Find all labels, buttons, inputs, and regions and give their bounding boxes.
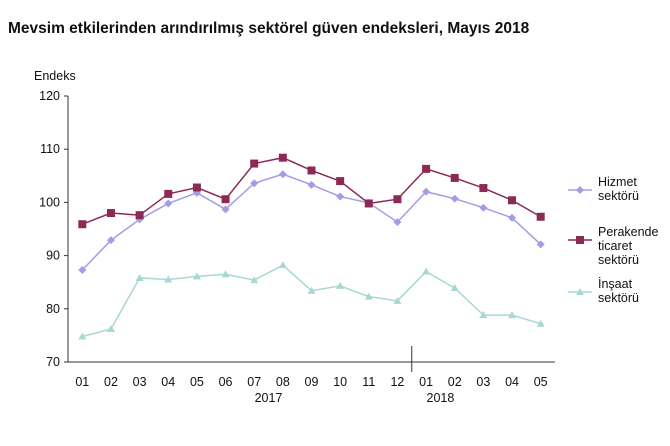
- x-tick-label: 03: [133, 375, 147, 389]
- data-point: [164, 189, 173, 198]
- data-point: [135, 273, 144, 281]
- x-tick-label: 01: [75, 375, 89, 389]
- data-point: [508, 311, 517, 319]
- legend-label: sektörü: [598, 253, 639, 267]
- data-point: [364, 292, 373, 300]
- data-point: [336, 281, 345, 289]
- data-point: [393, 218, 402, 227]
- legend-label: İnşaat: [598, 277, 633, 291]
- x-tick-label: 05: [190, 375, 204, 389]
- data-point: [135, 211, 144, 220]
- legend-marker: [576, 288, 584, 295]
- data-point: [479, 311, 488, 319]
- data-point: [278, 153, 287, 162]
- data-point: [364, 199, 373, 208]
- x-tick-label: 10: [333, 375, 347, 389]
- data-point: [307, 166, 316, 175]
- data-point: [192, 272, 201, 280]
- y-tick-label: 100: [39, 195, 60, 209]
- y-tick-label: 70: [46, 355, 60, 369]
- legend-label: Perakende: [598, 225, 659, 239]
- data-point: [450, 194, 459, 203]
- data-point: [221, 270, 230, 278]
- data-point: [479, 184, 488, 193]
- x-tick-label: 09: [305, 375, 319, 389]
- legend-label: ticaret: [598, 239, 633, 253]
- data-point: [422, 164, 431, 173]
- legend-marker: [576, 236, 584, 244]
- data-point: [78, 332, 87, 340]
- data-point: [536, 212, 545, 221]
- data-point: [422, 187, 431, 196]
- data-point: [221, 205, 230, 214]
- y-tick-label: 110: [40, 142, 60, 156]
- x-tick-label: 07: [247, 375, 261, 389]
- legend-label: sektörü: [598, 189, 639, 203]
- data-point: [164, 275, 173, 283]
- data-point: [422, 267, 431, 275]
- data-point: [250, 159, 259, 168]
- y-tick-label: 120: [39, 89, 60, 103]
- x-tick-label: 08: [276, 375, 290, 389]
- data-point: [508, 213, 517, 222]
- data-point: [106, 209, 115, 218]
- data-point: [250, 276, 259, 284]
- data-point: [450, 284, 459, 292]
- data-point: [336, 177, 345, 186]
- year-label: 2017: [255, 391, 283, 405]
- y-axis-label: Endeks: [34, 69, 76, 83]
- data-point: [78, 265, 87, 274]
- data-point: [508, 196, 517, 205]
- chart-title: Mevsim etkilerinden arındırılmış sektöre…: [8, 20, 530, 37]
- data-point: [450, 173, 459, 182]
- legend-marker: [576, 186, 584, 194]
- year-label: 2018: [427, 391, 455, 405]
- x-tick-label: 02: [104, 375, 118, 389]
- x-tick-label: 05: [534, 375, 548, 389]
- data-point: [393, 195, 402, 204]
- x-tick-label: 12: [390, 375, 404, 389]
- data-point: [278, 261, 287, 269]
- data-point: [78, 220, 87, 229]
- x-tick-label: 11: [362, 375, 375, 389]
- data-point: [278, 170, 287, 179]
- data-point: [250, 179, 259, 188]
- x-tick-label: 03: [476, 375, 490, 389]
- y-tick-label: 80: [46, 302, 60, 316]
- data-point: [106, 325, 115, 333]
- data-point: [393, 296, 402, 304]
- data-point: [106, 236, 115, 245]
- data-point: [192, 183, 201, 192]
- x-tick-label: 02: [448, 375, 462, 389]
- data-point: [536, 319, 545, 327]
- data-point: [536, 240, 545, 249]
- y-tick-label: 90: [46, 249, 60, 263]
- legend-label: sektörü: [598, 291, 639, 305]
- data-point: [221, 195, 230, 204]
- x-tick-label: 06: [219, 375, 233, 389]
- data-point: [336, 192, 345, 201]
- x-tick-label: 04: [505, 375, 519, 389]
- x-tick-label: 01: [419, 375, 433, 389]
- legend-label: Hizmet: [598, 175, 637, 189]
- series-line: [82, 264, 541, 338]
- data-point: [164, 199, 173, 208]
- data-point: [479, 203, 488, 212]
- x-tick-label: 04: [161, 375, 175, 389]
- data-point: [307, 180, 316, 189]
- data-point: [307, 286, 316, 294]
